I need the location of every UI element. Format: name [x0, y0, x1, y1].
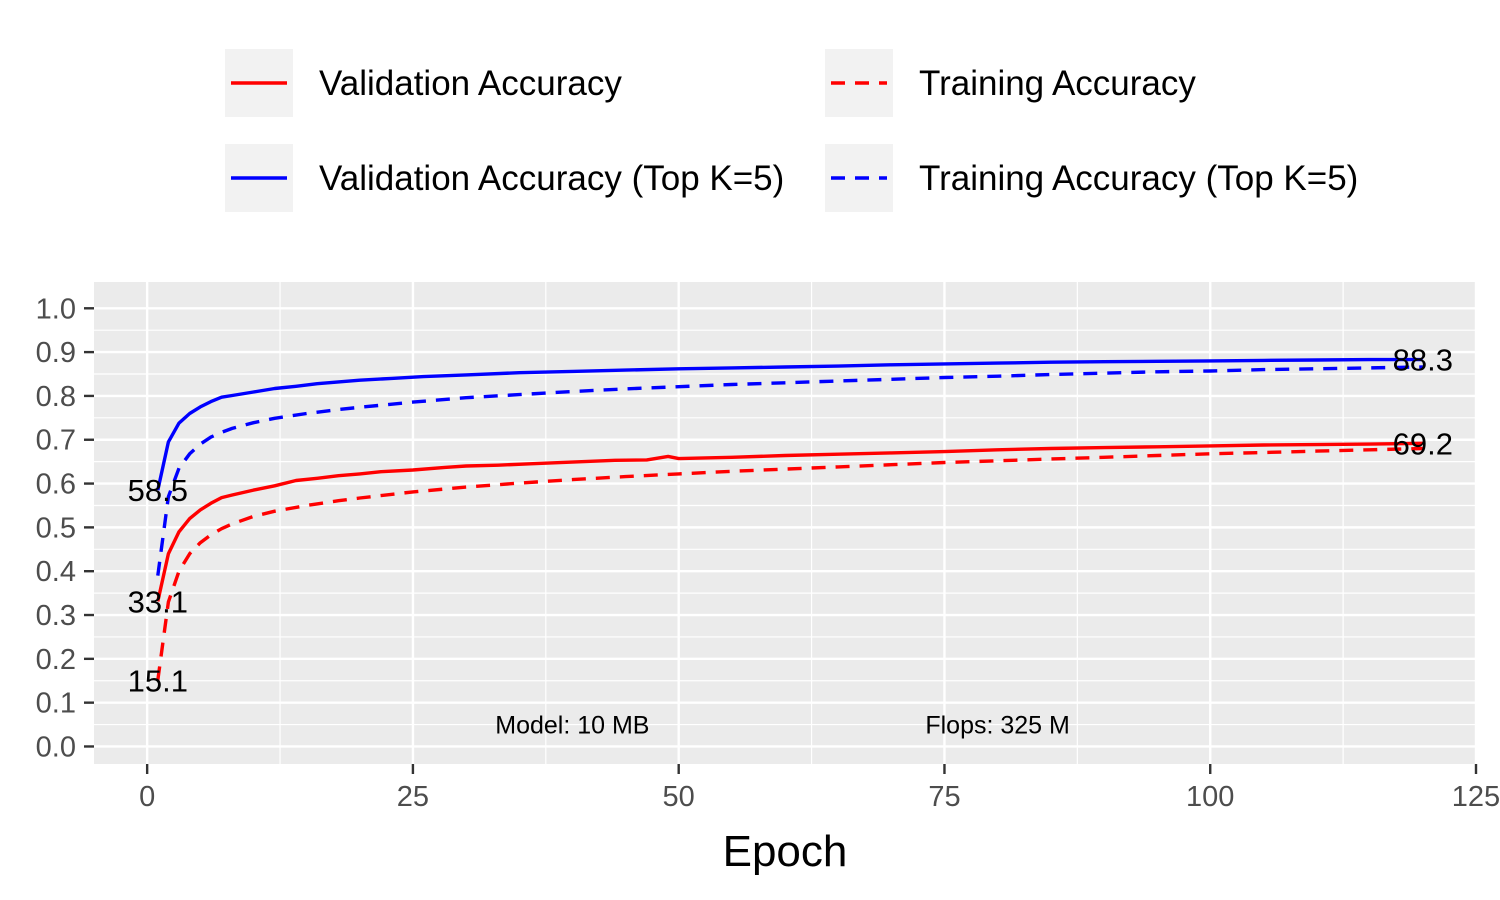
legend-label: Training Accuracy (Top K=5) [919, 159, 1358, 198]
y-tick-label: 0.5 [36, 512, 76, 544]
series-line-training-accuracy-top-k-5 [156, 365, 1423, 576]
legend-label: Validation Accuracy [319, 64, 622, 103]
series-line-validation-accuracy [156, 441, 1423, 602]
value-label: 58.5 [128, 473, 188, 508]
x-tick-label: 25 [397, 781, 429, 813]
legend-item-validation-accuracy-top-k-5: Validation Accuracy (Top K=5) [225, 144, 784, 212]
x-tick-label: 0 [139, 781, 155, 813]
y-tick-label: 1.0 [36, 293, 76, 325]
grid [94, 282, 1478, 764]
legend-item-validation-accuracy: Validation Accuracy [225, 49, 622, 117]
value-label: 15.1 [128, 663, 188, 698]
y-tick-label: 0.3 [36, 600, 76, 632]
y-tick-label: 0.4 [36, 556, 76, 588]
legend: Validation Accuracy Training Accuracy Vali… [225, 49, 1358, 212]
y-tick-label: 0.8 [36, 381, 76, 413]
value-label: 69.2 [1393, 426, 1453, 461]
y-tick-label: 0.1 [36, 688, 76, 720]
value-label: 88.3 [1393, 343, 1453, 378]
annotation-flops-325-m: Flops: 325 M [925, 712, 1070, 740]
x-tick-label: 125 [1452, 781, 1500, 813]
annotation-model-10-mb: Model: 10 MB [495, 712, 649, 740]
value-labels: 58.5 33.1 15.1 88.3 69.2 [128, 343, 1453, 699]
y-tick-label: 0.6 [36, 469, 76, 501]
legend-item-training-accuracy-top-k-5: Training Accuracy (Top K=5) [825, 144, 1358, 212]
y-tick-label: 0.9 [36, 337, 76, 369]
legend-label: Validation Accuracy (Top K=5) [319, 159, 784, 198]
annotations: Model: 10 MB Flops: 325 M [495, 712, 1070, 740]
x-axis-title: Epoch [723, 827, 848, 876]
axes: 0.0 0.1 0.2 0.3 0.4 0.5 0.6 0.7 0.8 0.9 1.0 0 25 50 75… [36, 293, 1500, 813]
y-tick-label: 0.2 [36, 644, 76, 676]
x-tick-label: 100 [1186, 781, 1234, 813]
y-tick-label: 0.7 [36, 425, 76, 457]
legend-label: Training Accuracy [919, 64, 1196, 103]
plot-panel [94, 282, 1476, 764]
value-label: 33.1 [128, 584, 188, 619]
series-line-validation-accuracy-top-k-5 [156, 357, 1423, 491]
series-layer [156, 357, 1423, 681]
y-tick-label: 0.0 [36, 731, 76, 763]
series-line-training-accuracy [156, 446, 1423, 681]
x-tick-label: 75 [928, 781, 960, 813]
legend-item-training-accuracy: Training Accuracy [825, 49, 1196, 117]
x-tick-label: 50 [663, 781, 695, 813]
